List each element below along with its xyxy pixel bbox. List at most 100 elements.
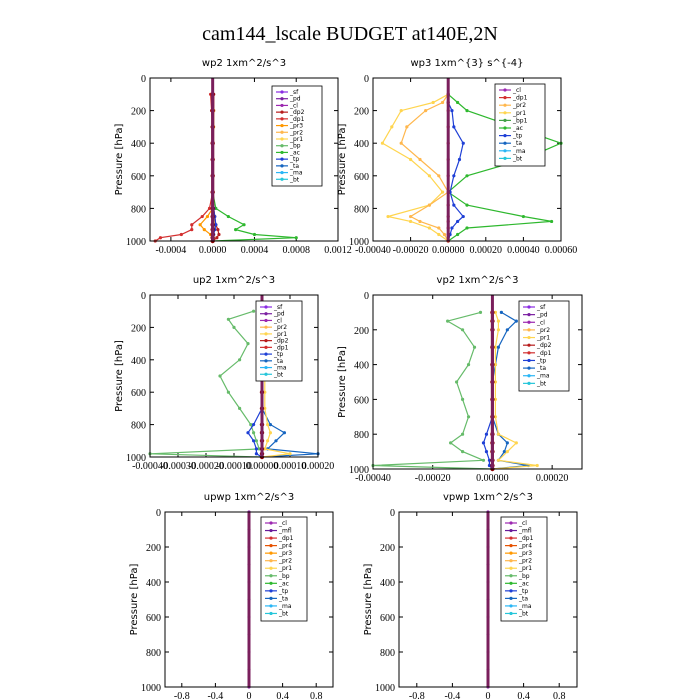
y-axis-label: Pressure [hPa] — [337, 124, 348, 196]
legend-entry: _pr1 — [512, 110, 526, 117]
y-tick-label: 0 — [390, 508, 395, 519]
series-point-dp2 — [216, 227, 220, 232]
series-point-dp1 — [200, 214, 204, 219]
legend-entry: _cl — [273, 317, 282, 324]
x-tick-label: -0.00010 — [216, 461, 252, 472]
y-tick-label: 800 — [380, 648, 395, 659]
series-line-pr1 — [492, 312, 538, 470]
legend-marker — [269, 544, 273, 548]
x-tick-label: -0.00020 — [415, 473, 451, 484]
legend-marker — [509, 559, 513, 563]
legend-marker — [269, 551, 273, 555]
legend-marker — [503, 88, 507, 92]
y-tick-label: 1000 — [126, 453, 146, 464]
legend-marker — [269, 536, 273, 540]
y-tick-label: 0 — [364, 74, 369, 85]
series-point-bp — [481, 458, 486, 462]
y-axis-label: Pressure [hPa] — [363, 564, 374, 636]
series-point-bp — [472, 345, 477, 349]
series-point-bp — [254, 439, 258, 443]
series-line-pr2 — [400, 93, 449, 242]
series-point-bp — [249, 423, 253, 427]
legend-entry: _ac — [512, 125, 523, 132]
series-point-pr1 — [409, 219, 413, 224]
series-point-tp — [461, 141, 465, 145]
x-tick-label: 0.0012 — [324, 245, 352, 256]
y-tick-label: 200 — [131, 323, 146, 334]
x-tick-label: 0.0000 — [199, 245, 227, 256]
legend-marker — [509, 528, 513, 533]
y-axis-label: Pressure [hPa] — [129, 564, 140, 636]
y-tick-label: 1000 — [349, 465, 369, 476]
legend-marker — [509, 544, 513, 548]
series-line-bp — [372, 311, 493, 470]
legend-entry: _pr2 — [289, 129, 303, 136]
legend-marker — [280, 170, 284, 175]
legend-entry: _cl — [278, 520, 287, 527]
x-tick-label: -0.00030 — [160, 461, 196, 472]
x-tick-label: -0.00020 — [393, 245, 429, 256]
legend-marker — [280, 150, 284, 155]
legend-entry: _pr2 — [278, 558, 292, 565]
series-point-ac — [465, 109, 469, 113]
legend-box — [271, 85, 323, 187]
x-tick-label: 0.00000 — [246, 461, 279, 472]
series-point-pr1 — [399, 109, 403, 113]
legend-marker — [509, 611, 513, 616]
legend-entry: _tp — [536, 357, 546, 364]
x-tick-label: 0.00040 — [507, 245, 540, 256]
series-point-tp — [452, 203, 456, 207]
series-point-bp — [466, 363, 471, 367]
series-point-bp — [252, 431, 256, 435]
legend-entry: _pr3 — [289, 123, 303, 130]
legend-entry: _ma — [278, 603, 292, 610]
y-tick-label: 200 — [380, 543, 395, 554]
series-point-ac — [465, 226, 469, 230]
series-point-pr2 — [442, 232, 447, 237]
series-point-ac — [234, 227, 238, 232]
series-point-pr1 — [493, 380, 498, 384]
series-point-tp — [452, 125, 456, 129]
legend-entry: _bp1 — [512, 117, 528, 124]
legend-marker — [280, 130, 284, 134]
series-point-pr1 — [496, 458, 500, 462]
legend-entry: _pr4 — [518, 543, 532, 550]
legend-entry: _sf — [536, 304, 546, 311]
legend-entry: _ta — [289, 163, 299, 170]
legend-marker — [269, 528, 273, 533]
panel-title: vpwp 1xm^2/s^3 — [443, 492, 533, 503]
y-tick-label: 600 — [131, 388, 146, 399]
legend-entry: _bt — [278, 610, 289, 617]
legend-entry: _ta — [512, 140, 522, 147]
legend-marker — [280, 164, 284, 168]
panel-vpwp: vpwp 1xm^2/s^3 Pressure [hPa] 0 200 400 600 80… — [363, 492, 578, 700]
legend-entry: _bp — [518, 573, 530, 580]
legend-entry: _bt — [289, 176, 300, 183]
y-tick-label: 400 — [131, 356, 146, 367]
y-tick-label: 200 — [354, 107, 369, 118]
legend-entry: _mfl — [278, 528, 292, 535]
series-point-pr2 — [440, 100, 445, 105]
series-point-pr1 — [268, 431, 272, 435]
legend-entry: _bp — [278, 573, 290, 580]
series-point-ta — [496, 345, 500, 349]
y-tick-label: 600 — [131, 172, 146, 183]
series-point-tp — [246, 431, 250, 435]
y-tick-label: 400 — [354, 139, 369, 150]
x-tick-label: -0.00040 — [355, 473, 391, 484]
series-point-tp — [456, 219, 460, 224]
series-point-pr2 — [437, 226, 441, 230]
series-point-pr1 — [427, 226, 431, 230]
legend-marker — [509, 521, 513, 525]
legend-entry: _pd — [536, 312, 548, 319]
legend-entry: _ac — [518, 580, 529, 587]
series-point-dp1 — [207, 206, 212, 210]
legend-entry: _tp — [289, 156, 299, 163]
series-point-dp1 — [179, 232, 183, 237]
series-point-bp — [246, 342, 250, 346]
legend-marker — [280, 117, 284, 121]
y-tick-label: 400 — [380, 578, 395, 589]
x-tick-label: 0.00060 — [545, 245, 578, 256]
series-point-pr2 — [424, 109, 428, 113]
